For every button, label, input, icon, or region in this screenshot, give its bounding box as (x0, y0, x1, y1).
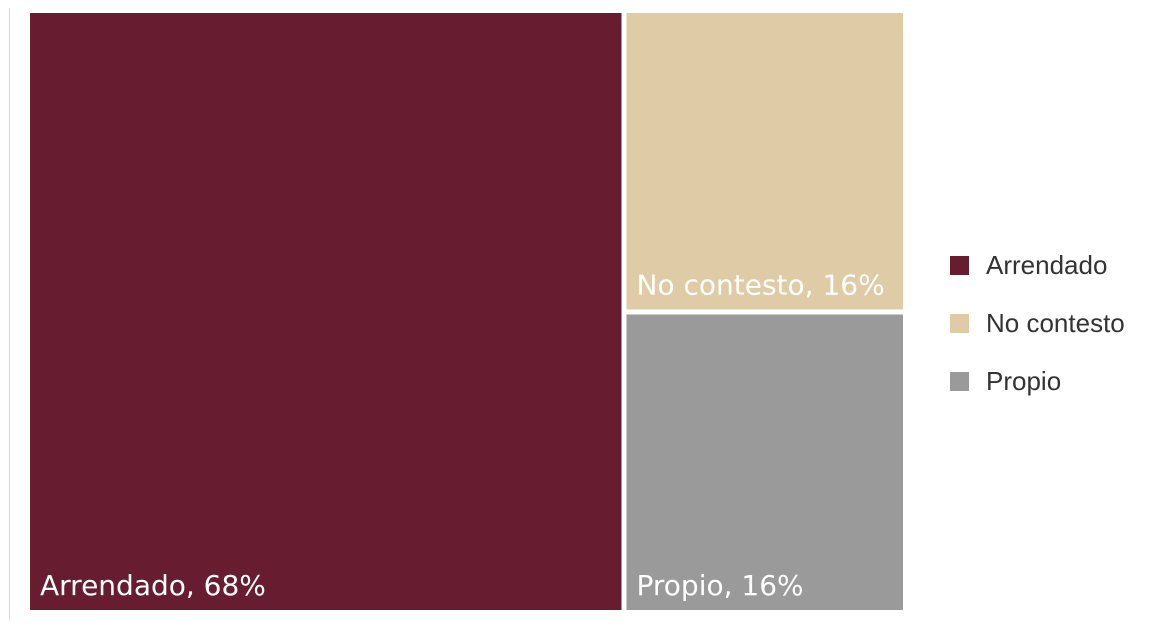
tile-no-contesto (626, 13, 903, 310)
legend-item-arrendado: Arrendado (950, 236, 1125, 294)
legend-swatch-no-contesto (950, 313, 969, 333)
legend-label-arrendado: Arrendado (986, 249, 1108, 280)
tile-propio (626, 314, 903, 610)
legend-swatch-arrendado (950, 255, 969, 275)
legend-label-no-contesto: No contesto (986, 307, 1125, 338)
left-border-line (9, 8, 10, 620)
legend-swatch-propio (950, 371, 969, 391)
tile-label-no-contesto: No contesto, 16% (637, 269, 885, 302)
legend-label-propio: Propio (986, 365, 1062, 396)
legend-item-propio: Propio (950, 352, 1125, 410)
legend: Arrendado No contesto Propio (950, 236, 1125, 410)
tile-arrendado (30, 13, 622, 610)
tile-label-arrendado: Arrendado, 68% (40, 569, 266, 602)
tile-label-propio: Propio, 16% (637, 569, 804, 602)
legend-item-no-contesto: No contesto (950, 294, 1125, 352)
